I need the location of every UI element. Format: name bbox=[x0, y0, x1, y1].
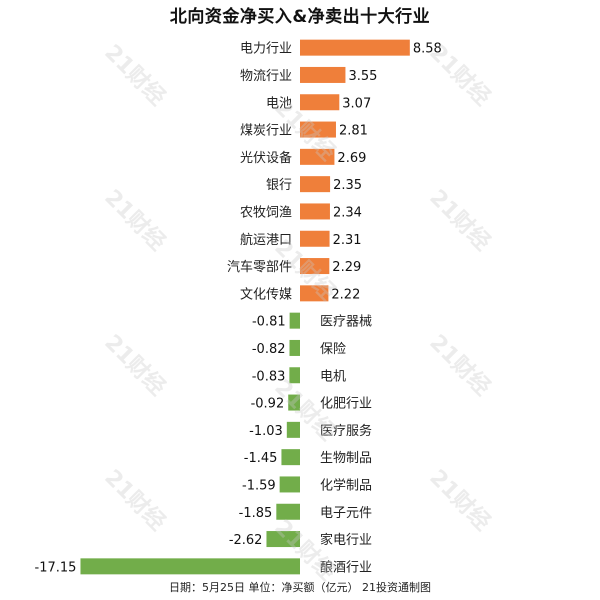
data-label: 2.29 bbox=[332, 260, 361, 275]
data-label: 2.34 bbox=[333, 205, 362, 220]
data-label: 2.31 bbox=[333, 233, 362, 248]
bar bbox=[289, 312, 300, 329]
category-label: 化肥行业 bbox=[320, 397, 372, 412]
data-label: 2.22 bbox=[331, 287, 360, 302]
data-label: -1.03 bbox=[249, 424, 283, 439]
data-label: -1.59 bbox=[242, 478, 276, 493]
category-label: 生物制品 bbox=[320, 451, 372, 466]
category-label: 电池 bbox=[266, 96, 292, 111]
data-label: -0.83 bbox=[252, 369, 286, 384]
category-label: 汽车零部件 bbox=[227, 259, 292, 275]
category-label: 电子元件 bbox=[320, 506, 372, 521]
data-label: -17.15 bbox=[35, 560, 77, 575]
bar bbox=[286, 421, 300, 438]
category-label: 电力行业 bbox=[240, 42, 292, 57]
category-label: 酿酒行业 bbox=[320, 559, 372, 575]
category-label: 物流行业 bbox=[240, 69, 292, 84]
chart-footer: 日期：5月25日 单位：净买额（亿元） 21投资通制图 bbox=[169, 581, 431, 594]
bar bbox=[300, 39, 410, 56]
bar bbox=[289, 367, 300, 384]
bar bbox=[80, 558, 300, 575]
bar bbox=[300, 148, 335, 165]
category-label: 光伏设备 bbox=[240, 150, 292, 166]
bar bbox=[300, 258, 330, 275]
data-label: 3.55 bbox=[348, 69, 377, 84]
data-label: 8.58 bbox=[413, 42, 442, 57]
category-label: 化学制品 bbox=[320, 477, 372, 493]
data-label: -1.85 bbox=[239, 506, 273, 521]
data-label: 2.69 bbox=[337, 151, 366, 166]
category-label: 电机 bbox=[320, 369, 346, 384]
bar bbox=[279, 476, 300, 493]
data-label: 2.35 bbox=[333, 178, 362, 193]
bar bbox=[300, 230, 330, 247]
category-label: 保险 bbox=[320, 342, 346, 357]
category-label: 银行 bbox=[266, 178, 292, 193]
category-label: 医疗器械 bbox=[320, 315, 372, 330]
category-label: 文化传媒 bbox=[240, 287, 292, 302]
category-label: 家电行业 bbox=[320, 532, 372, 548]
data-label: 3.07 bbox=[342, 96, 371, 111]
category-label: 医疗服务 bbox=[320, 423, 372, 439]
bar bbox=[276, 503, 300, 520]
category-label: 航运港口 bbox=[240, 232, 292, 248]
bar bbox=[281, 449, 300, 466]
bar bbox=[300, 94, 340, 111]
data-label: 2.81 bbox=[339, 124, 368, 139]
bar bbox=[266, 531, 300, 548]
bar bbox=[300, 176, 331, 193]
data-label: -2.62 bbox=[229, 533, 263, 548]
data-label: -0.92 bbox=[251, 397, 285, 412]
category-label: 煤炭行业 bbox=[240, 124, 292, 139]
bar bbox=[288, 394, 300, 411]
bar bbox=[300, 66, 346, 83]
chart-title: 北向资金净买入&净卖出十大行业 bbox=[169, 7, 431, 27]
data-label: -0.81 bbox=[252, 315, 286, 330]
bar bbox=[300, 203, 330, 220]
category-label: 农牧饲渔 bbox=[240, 205, 292, 220]
bar bbox=[300, 285, 329, 302]
data-label: -1.45 bbox=[244, 451, 278, 466]
bar bbox=[300, 121, 336, 138]
bar bbox=[289, 339, 300, 356]
data-label: -0.82 bbox=[252, 342, 286, 357]
